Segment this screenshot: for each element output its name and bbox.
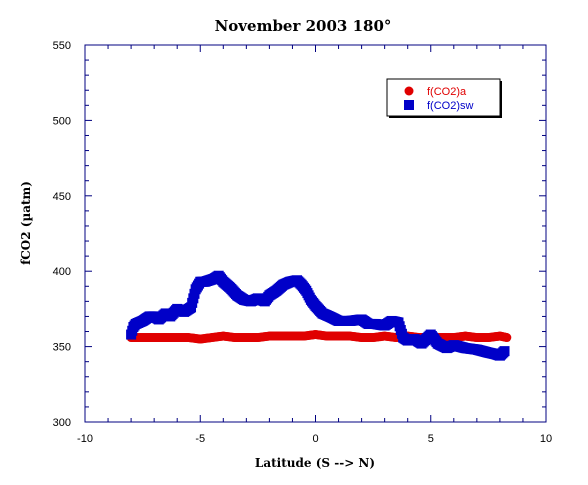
tick-labels: -10 -5 0 5 10 300 350 400 450 500 550 [53, 40, 552, 445]
y-tick-label: 500 [53, 115, 71, 127]
legend-label-fco2sw: f(CO2)sw [427, 100, 474, 112]
legend-marker-fco2a [404, 86, 414, 96]
legend-label-fco2a: f(CO2)a [427, 86, 467, 98]
legend-shadow-bottom [389, 116, 502, 118]
y-tick-label: 450 [53, 191, 71, 203]
data-point [502, 333, 512, 343]
series-fco2sw [126, 270, 510, 361]
y-tick-label: 350 [53, 342, 71, 354]
x-tick-label: -5 [195, 433, 205, 445]
legend-shadow-right [500, 81, 502, 118]
chart-title: November 2003 180° [215, 17, 392, 35]
x-tick-label: 5 [428, 433, 434, 445]
y-tick-label: 400 [53, 266, 71, 278]
y-tick-label: 550 [53, 40, 71, 52]
x-tick-label: 0 [312, 433, 318, 445]
x-tick-label: -10 [77, 433, 93, 445]
series-fco2a [126, 330, 512, 344]
y-tick-label: 300 [53, 417, 71, 429]
series-layer [126, 270, 512, 361]
data-point [499, 346, 510, 357]
x-axis-label: Latitude (S --> N) [255, 456, 375, 470]
y-axis-label: fCO2 (µatm) [19, 181, 33, 265]
axis-ticks [84, 44, 547, 423]
x-tick-label: 10 [540, 433, 552, 445]
legend-marker-fco2sw [404, 100, 414, 110]
legend: f(CO2)a f(CO2)sw [386, 78, 502, 118]
